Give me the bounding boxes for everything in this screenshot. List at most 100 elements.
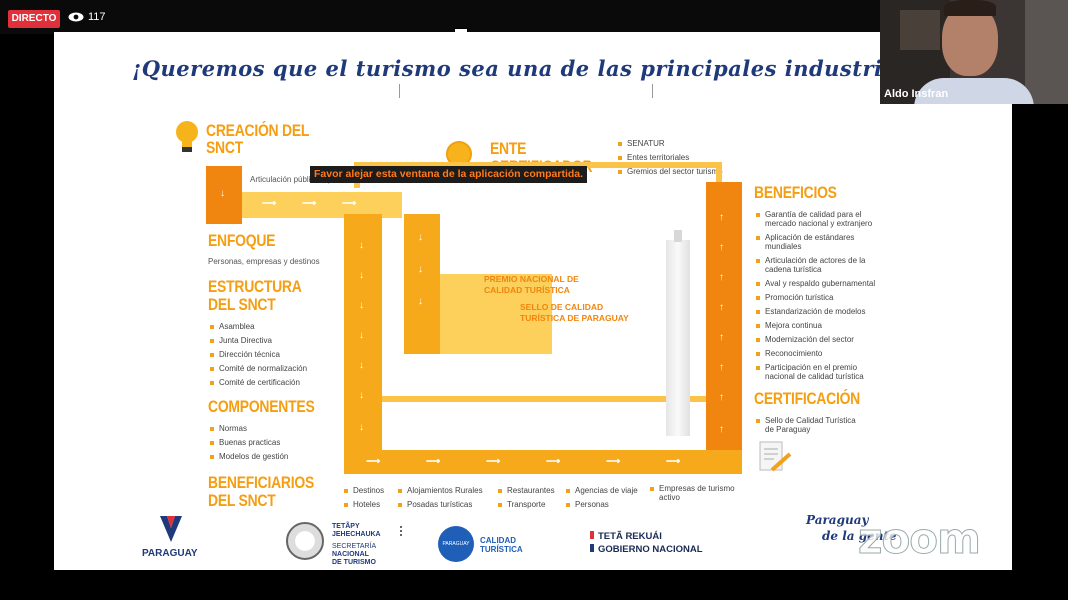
list-item: Sello de Calidad Turística de Paraguay [756, 416, 856, 434]
arrow-down-icon: ↓ [418, 232, 423, 243]
list-item: Buenas practicas [210, 436, 288, 450]
arrow-down-icon: ↓ [359, 330, 364, 341]
beneficiarios-col-2: Alojamientos Rurales Posadas turísticas [398, 484, 483, 512]
premio-block [440, 274, 552, 354]
arrow-up-icon: ↑ [719, 242, 724, 253]
arrow-right-icon: ⟶ [262, 198, 277, 209]
slide-title: ¡Queremos que el turismo sea una de las … [132, 56, 1012, 81]
participant-video[interactable]: Aldo Insfran [880, 0, 1068, 104]
estructura-list: Asamblea Junta Directiva Dirección técni… [210, 320, 307, 390]
flow-bar-bottom [344, 450, 742, 474]
flag-icon [590, 531, 594, 539]
beneficios-list: Garantía de calidad para el mercado nacio… [756, 210, 875, 386]
lightbulb-icon [176, 121, 198, 152]
arrow-down-icon: ↓ [359, 360, 364, 371]
tetapy-text: TETÃPY JEHECHAUKA SECRETARÍA NACIONAL DE T… [332, 523, 381, 566]
flow-bar-inner [404, 214, 440, 354]
ente-list: SENATUR Entes territoriales Gremios del … [618, 137, 723, 179]
beneficiarios-col-3: Restaurantes Transporte [498, 484, 555, 512]
list-item: Dirección técnica [210, 348, 307, 362]
list-item: Restaurantes [498, 484, 555, 498]
arrow-down-icon: ↓ [359, 422, 364, 433]
list-item: Comité de normalización [210, 362, 307, 376]
live-badge: DIRECTO [8, 10, 60, 28]
arrow-right-icon: ⟶ [486, 456, 501, 467]
list-item: Posadas turísticas [398, 498, 483, 512]
paraguay-logo-text: PARAGUAY [142, 548, 198, 559]
arrow-right-icon: ⟶ [342, 198, 357, 209]
list-item: activo [659, 493, 680, 502]
list-item: Transporte [498, 498, 555, 512]
viewer-counter: 117 [68, 11, 106, 23]
certificacion-heading: CERTIFICACIÓN [754, 389, 860, 408]
sello-label: SELLO DE CALIDAD TURÍSTICA DE PARAGUAY [520, 302, 629, 323]
arrow-right-icon: ⟶ [546, 456, 561, 467]
participant-name: Aldo Insfran [884, 88, 949, 100]
beneficiarios-col-4: Agencias de viaje Personas [566, 484, 638, 512]
list-item: Hoteles [344, 498, 384, 512]
list-item: Promoción turística [756, 293, 875, 302]
arrow-down-icon: ↓ [359, 390, 364, 401]
list-item: Aval y respaldo gubernamental [756, 279, 875, 288]
componentes-list: Normas Buenas practicas Modelos de gesti… [210, 422, 288, 464]
certificacion-text: Sello de Calidad Turística de Paraguay [756, 416, 856, 434]
arrow-down-icon: ↓ [418, 264, 423, 275]
beneficiarios-col-1: Destinos Hoteles [344, 484, 384, 512]
list-item: Entes territoriales [618, 151, 723, 165]
divider [652, 84, 653, 98]
flow-bar-left [344, 214, 382, 454]
arrow-up-icon: ↑ [719, 332, 724, 343]
arrow-right-icon: ⟶ [426, 456, 441, 467]
estructura-heading-2: DEL SNCT [208, 295, 276, 314]
enfoque-text: Personas, empresas y destinos [208, 257, 320, 266]
arrow-down-icon: ↓ [220, 188, 225, 199]
beneficios-heading: BENEFICIOS [754, 183, 837, 202]
componentes-heading: COMPONENTES [208, 397, 315, 416]
estructura-heading-1: ESTRUCTURA [208, 277, 302, 296]
list-item: Garantía de calidad para el mercado nacio… [756, 210, 875, 228]
gobierno-text: TETÃ REKUÁI GOBIERNO NACIONAL [590, 530, 703, 556]
viewer-count: 117 [88, 11, 106, 23]
list-item: Alojamientos Rurales [398, 484, 483, 498]
arrow-up-icon: ↑ [719, 212, 724, 223]
list-item: Modelos de gestión [210, 450, 288, 464]
arrow-up-icon: ↑ [719, 362, 724, 373]
share-warning-banner: Favor alejar esta ventana de la aplicaci… [310, 166, 588, 183]
list-item: Comité de certificación [210, 376, 307, 390]
person-head [942, 4, 998, 76]
flow-bar-right [706, 182, 742, 452]
creacion-heading-1: CREACIÓN DEL [206, 121, 310, 140]
beneficiarios-heading-1: BENEFICIARIOS [208, 473, 315, 492]
arrow-up-icon: ↑ [719, 302, 724, 313]
list-item: Junta Directiva [210, 334, 307, 348]
arrow-down-icon: ↓ [359, 240, 364, 251]
tower-top [674, 230, 682, 242]
arrow-right-icon: ⟶ [666, 456, 681, 467]
list-item: Normas [210, 422, 288, 436]
list-item: Personas [566, 498, 638, 512]
list-item: Empresas de turismo [650, 484, 735, 493]
list-item: Mejora continua [756, 321, 875, 330]
list-item: Participación en el premio nacional de ca… [756, 363, 875, 381]
tower-illustration [666, 240, 690, 436]
list-item: Estandarización de modelos [756, 307, 875, 316]
arrow-right-icon: ⟶ [302, 198, 317, 209]
articulacion-text: Articulación público – privada [250, 175, 355, 184]
arrow-up-icon: ↑ [719, 272, 724, 283]
flow-block [206, 166, 242, 224]
certificate-icon [759, 441, 792, 472]
person-hair [944, 0, 996, 16]
divider [399, 84, 400, 98]
footer-divider [400, 526, 403, 536]
person-shirt [914, 78, 1034, 104]
list-item: Reconocimiento [756, 349, 875, 358]
arrow-up-icon: ↑ [719, 424, 724, 435]
shared-screen: ¡Queremos que el turismo sea una de las … [54, 32, 1012, 570]
list-item: Aplicación de estándares mundiales [756, 233, 875, 251]
list-item: Destinos [344, 484, 384, 498]
list-item: Articulación de actores de la cadena turí… [756, 256, 875, 274]
beneficiarios-col-5: Empresas de turismo activo [650, 484, 735, 502]
calidad-logo-icon: PARAGUAY [438, 526, 474, 562]
list-item: Gremios del sector turismo [618, 165, 723, 179]
creacion-heading-2: SNCT [206, 138, 243, 157]
